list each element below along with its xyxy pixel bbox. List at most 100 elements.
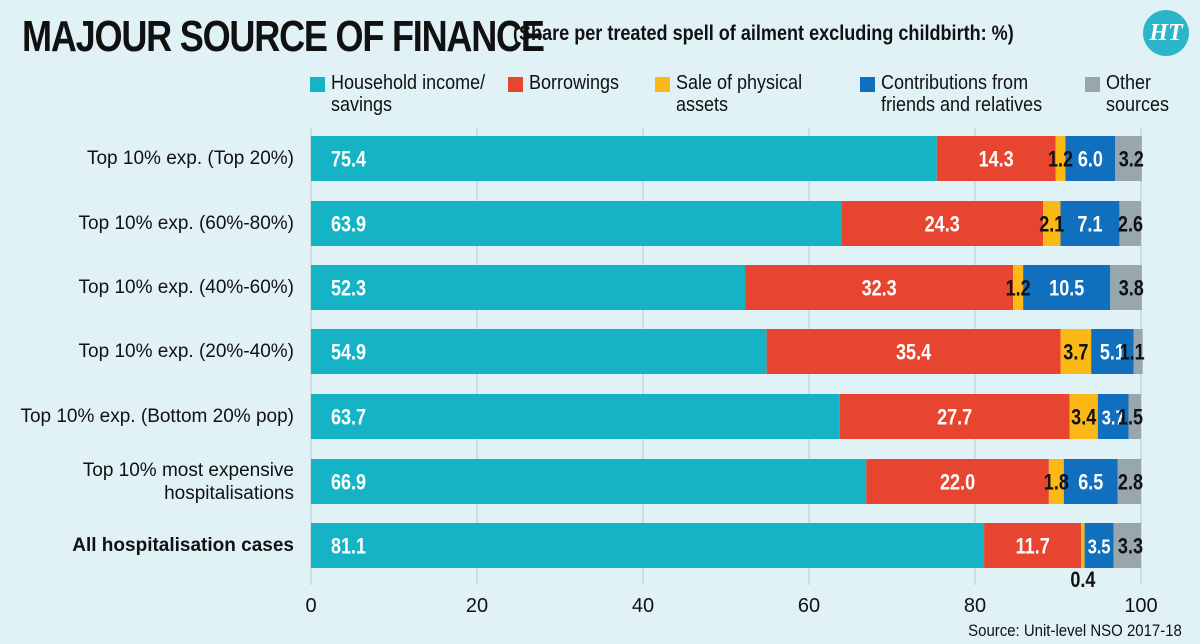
data-label: 24.3 <box>925 213 960 237</box>
row-label: Top 10% exp. (20%-40%) <box>78 341 294 362</box>
bar-segment <box>1115 136 1142 181</box>
bar-segment <box>311 459 867 504</box>
bar-segment <box>1023 265 1111 310</box>
bar-segment <box>1060 201 1120 246</box>
data-label: 1.5 <box>1118 406 1143 430</box>
row-label: Top 10% exp. (60%-80%) <box>78 213 294 234</box>
bar-segment <box>936 136 1056 181</box>
legend-item: Borrowings <box>508 72 629 94</box>
row-label: Top 10% exp. (Top 20%) <box>86 148 294 169</box>
data-label: 2.1 <box>1039 213 1064 237</box>
data-label: 3.2 <box>1119 148 1144 172</box>
legend-label: Contributions from friends and relatives <box>881 72 1043 116</box>
legend-swatch <box>1085 77 1100 92</box>
bar-segment <box>1055 136 1066 181</box>
legend-item: Other sources <box>1085 72 1176 116</box>
data-label: 2.8 <box>1118 471 1143 495</box>
data-label: 3.8 <box>1119 277 1144 301</box>
row-label: Top 10% most expensive hospitalisations <box>82 459 294 504</box>
data-label: 63.9 <box>331 213 366 237</box>
data-label: 3.7 <box>1102 406 1125 429</box>
bar-segment <box>1043 201 1061 246</box>
bar-segment <box>766 329 1061 374</box>
bar-segment <box>1133 329 1143 374</box>
data-label: 1.8 <box>1044 471 1069 495</box>
bar-segment <box>1091 329 1134 374</box>
bar-segment <box>984 523 1082 568</box>
data-label: 7.1 <box>1077 213 1102 237</box>
chart-title: MAJOUR SOURCE OF FINANCE <box>22 12 545 61</box>
bar-segment <box>1013 265 1024 310</box>
source-note: Source: Unit-level NSO 2017-18 <box>968 621 1182 640</box>
bar-segment <box>1048 459 1064 504</box>
data-label: 5.1 <box>1100 341 1125 365</box>
row-label: All hospitalisation cases <box>72 535 294 556</box>
data-label: 14.3 <box>979 148 1014 172</box>
legend-swatch <box>655 77 670 92</box>
legend-label: Other sources <box>1106 72 1170 116</box>
bar-segment <box>311 201 842 246</box>
bar-segment <box>311 523 985 568</box>
data-label: 3.7 <box>1063 341 1088 365</box>
legend-item: Household income/ savings <box>310 72 502 116</box>
data-label: 63.7 <box>331 406 366 430</box>
legend: Household income/ savings Borrowings Sale … <box>310 72 1190 122</box>
bar-segment <box>311 265 746 310</box>
bar-segment <box>1069 394 1098 439</box>
bar-segment <box>745 265 1014 310</box>
bar-segment <box>866 459 1049 504</box>
data-label: 1.2 <box>1048 148 1073 172</box>
data-label: 10.5 <box>1049 277 1084 301</box>
data-label: 2.6 <box>1118 213 1143 237</box>
data-label: 6.0 <box>1078 148 1103 172</box>
data-label: 11.7 <box>1016 535 1050 559</box>
data-label: 32.3 <box>862 277 897 301</box>
bar-segment <box>1128 394 1141 439</box>
data-label: 1.2 <box>1006 277 1031 301</box>
data-label: 3.3 <box>1118 535 1143 559</box>
data-label: 3.4 <box>1071 406 1097 430</box>
data-label: 3.5 <box>1088 535 1111 558</box>
data-label: 35.4 <box>896 341 932 365</box>
data-label: 75.4 <box>331 148 367 172</box>
legend-item: Contributions from friends and relatives <box>860 72 1060 116</box>
bar-segment <box>1117 459 1141 504</box>
bar-segment <box>311 136 937 181</box>
x-tick-label: 0 <box>305 595 316 617</box>
legend-item: Sale of physical assets <box>655 72 816 116</box>
legend-swatch <box>860 77 875 92</box>
bar-segment <box>1097 394 1129 439</box>
data-label: 0.4 <box>1070 568 1096 592</box>
bar-segment <box>1084 523 1114 568</box>
data-label: 66.9 <box>331 471 366 495</box>
x-tick-label: 100 <box>1124 595 1157 617</box>
data-label: 1.1 <box>1120 341 1145 365</box>
legend-swatch <box>310 77 325 92</box>
data-label: 22.0 <box>940 471 975 495</box>
data-label: 27.7 <box>937 406 972 430</box>
bar-segment <box>839 394 1070 439</box>
bar-segment <box>1113 523 1141 568</box>
x-tick-label: 60 <box>798 595 820 617</box>
x-tick-label: 80 <box>964 595 986 617</box>
bar-segment <box>841 201 1044 246</box>
legend-label: Household income/ savings <box>331 72 486 116</box>
legend-label: Sale of physical assets <box>676 72 803 116</box>
row-label: Top 10% exp. (40%-60%) <box>78 277 294 298</box>
bar-segment <box>1063 459 1118 504</box>
legend-swatch <box>508 77 523 92</box>
bar-segment <box>1119 201 1141 246</box>
bar-segment <box>311 394 840 439</box>
x-tick-label: 20 <box>466 595 488 617</box>
bar-segment <box>1065 136 1116 181</box>
legend-label: Borrowings <box>529 72 620 94</box>
bar-segment <box>1110 265 1142 310</box>
bar-segment <box>1081 523 1085 568</box>
x-tick-label: 40 <box>632 595 654 617</box>
row-label: Top 10% exp. (Bottom 20% pop) <box>20 406 294 427</box>
bar-segment <box>1060 329 1092 374</box>
bar-segment <box>311 329 767 374</box>
data-label: 6.5 <box>1078 471 1103 495</box>
data-label: 52.3 <box>331 277 366 301</box>
